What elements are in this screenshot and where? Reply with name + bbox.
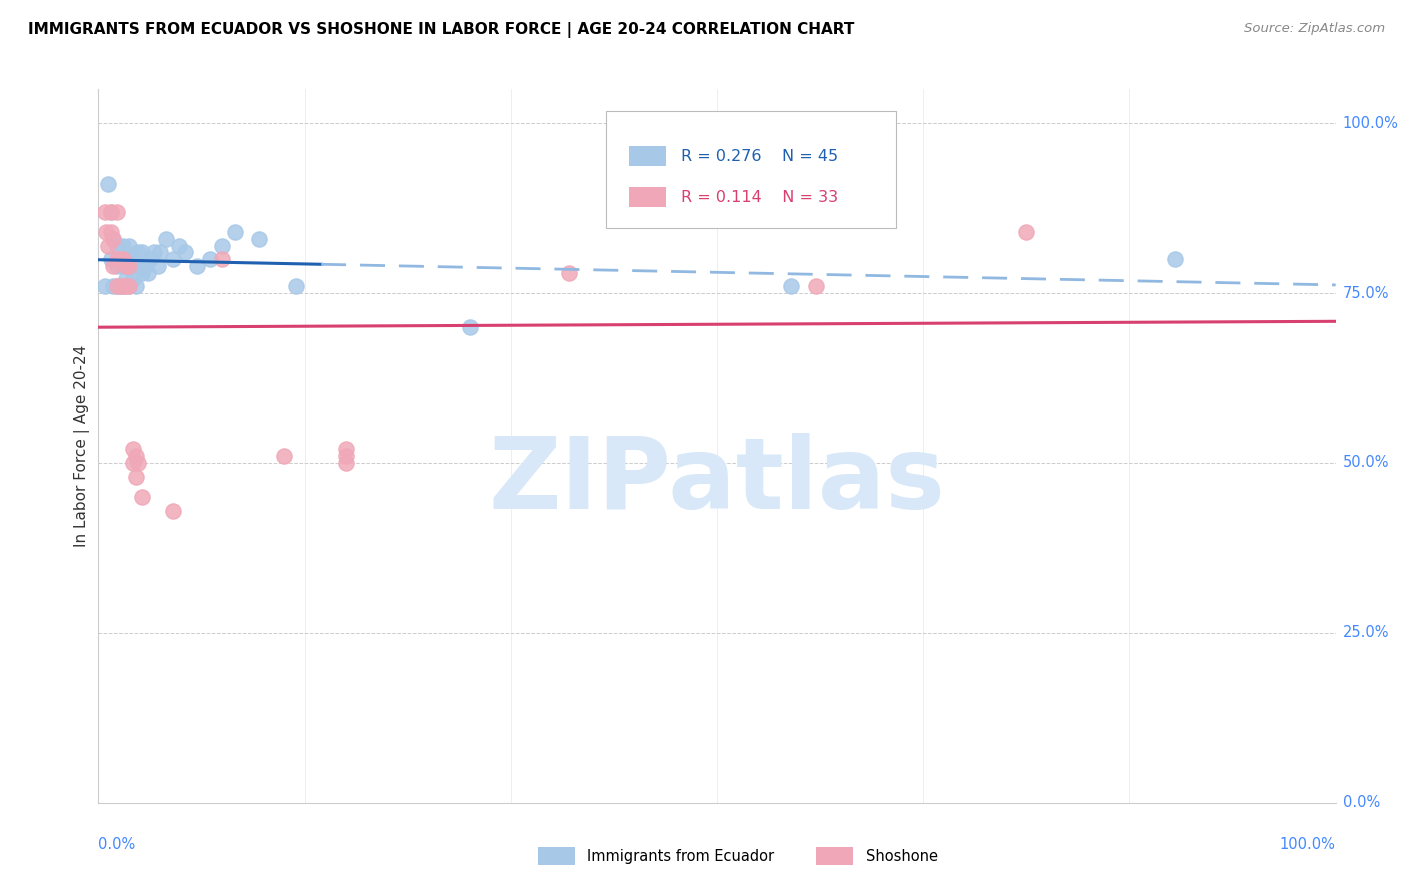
Text: 100.0%: 100.0% [1343, 116, 1399, 131]
Point [122, 272, 145, 286]
Point [97, 238, 120, 252]
Point [103, 232, 125, 246]
Point [100, 252, 122, 266]
Point [1164, 252, 1187, 266]
Text: 25.0%: 25.0% [1343, 625, 1389, 640]
Text: Source: ZipAtlas.com: Source: ZipAtlas.com [1244, 22, 1385, 36]
Point [247, 232, 270, 246]
Text: 0.0%: 0.0% [98, 837, 135, 852]
Point [124, 449, 146, 463]
Point [110, 279, 132, 293]
Point [162, 503, 184, 517]
Text: 75.0%: 75.0% [1343, 285, 1389, 301]
Point [112, 252, 135, 266]
Point [118, 279, 141, 293]
Point [114, 259, 136, 273]
Point [100, 204, 122, 219]
Point [110, 279, 132, 293]
Point [131, 490, 153, 504]
Text: Immigrants from Ecuador: Immigrants from Ecuador [588, 849, 775, 863]
Point [124, 469, 146, 483]
Point [103, 259, 125, 273]
Point [198, 252, 221, 266]
Point [112, 279, 135, 293]
Point [118, 259, 141, 273]
Text: R = 0.276    N = 45: R = 0.276 N = 45 [681, 149, 838, 164]
Point [97, 178, 120, 192]
Point [105, 238, 128, 252]
Point [211, 238, 233, 252]
Point [335, 442, 357, 457]
Point [174, 245, 197, 260]
Point [114, 279, 136, 293]
Point [155, 232, 177, 246]
Point [110, 252, 132, 266]
Point [273, 449, 295, 463]
Point [557, 266, 579, 280]
Point [105, 279, 128, 293]
Point [167, 238, 190, 252]
Text: ZIPatlas: ZIPatlas [489, 434, 945, 530]
Point [804, 279, 827, 293]
Text: 0.0%: 0.0% [1343, 796, 1379, 810]
Point [114, 272, 136, 286]
Point [136, 266, 159, 280]
Point [146, 259, 169, 273]
Text: R = 0.114    N = 33: R = 0.114 N = 33 [681, 190, 838, 204]
Point [124, 279, 146, 293]
Point [118, 238, 141, 252]
Point [1015, 225, 1038, 239]
Point [122, 252, 145, 266]
Point [105, 204, 128, 219]
Point [105, 259, 128, 273]
Point [122, 442, 145, 457]
Point [105, 252, 128, 266]
Point [143, 245, 166, 260]
Point [186, 259, 208, 273]
Point [149, 245, 172, 260]
Point [224, 225, 246, 239]
Bar [630, 146, 666, 166]
Point [124, 259, 146, 273]
Point [335, 449, 357, 463]
Point [103, 232, 125, 246]
Point [100, 204, 122, 219]
Point [114, 252, 136, 266]
Point [211, 252, 233, 266]
Point [112, 279, 135, 293]
Point [131, 245, 153, 260]
Text: 100.0%: 100.0% [1279, 837, 1336, 852]
Text: Shoshone: Shoshone [866, 849, 938, 863]
Point [100, 225, 122, 239]
Text: IMMIGRANTS FROM ECUADOR VS SHOSHONE IN LABOR FORCE | AGE 20-24 CORRELATION CHART: IMMIGRANTS FROM ECUADOR VS SHOSHONE IN L… [28, 22, 855, 38]
Point [93, 279, 115, 293]
Bar [537, 847, 575, 865]
Bar [630, 187, 666, 207]
Text: 50.0%: 50.0% [1343, 456, 1389, 470]
Point [112, 259, 135, 273]
Point [105, 279, 128, 293]
Point [103, 279, 125, 293]
Point [118, 259, 141, 273]
Point [94, 225, 117, 239]
Point [139, 252, 162, 266]
Point [134, 259, 156, 273]
Point [458, 320, 481, 334]
FancyBboxPatch shape [606, 111, 897, 228]
Point [110, 252, 132, 266]
Point [127, 456, 149, 470]
Point [122, 456, 145, 470]
Point [131, 266, 153, 280]
Point [335, 456, 357, 470]
Point [112, 238, 135, 252]
Point [285, 279, 308, 293]
Point [118, 279, 141, 293]
Point [93, 204, 115, 219]
Bar [815, 847, 853, 865]
Y-axis label: In Labor Force | Age 20-24: In Labor Force | Age 20-24 [75, 345, 90, 547]
Point [780, 279, 803, 293]
Point [162, 252, 184, 266]
Point [127, 245, 149, 260]
